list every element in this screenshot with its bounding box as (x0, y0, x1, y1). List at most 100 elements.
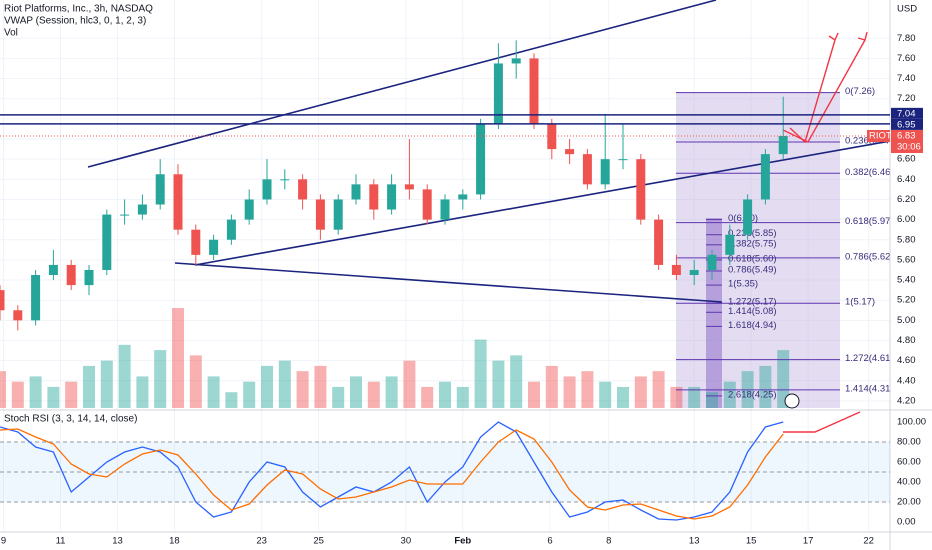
fib-zone (676, 92, 840, 408)
stoch-tick-label: 20.00 (897, 497, 921, 508)
fib-label: 1(5.17) (845, 297, 875, 308)
stoch-tick-label: 100.00 (897, 417, 926, 428)
volume-bar (207, 376, 220, 408)
volume-bar (189, 355, 202, 408)
last-price-label: 6.83 (897, 131, 916, 142)
candle-body (582, 154, 592, 185)
y-tick-label: 5.40 (897, 275, 916, 286)
candle-body (778, 135, 788, 155)
volume-bar (492, 360, 505, 408)
volume-bar (563, 376, 576, 408)
stoch-tick-label: 80.00 (897, 437, 921, 448)
price-tag-label: 6.95 (897, 119, 916, 130)
x-tick-label: 6 (547, 536, 552, 547)
fib-label: 0.618(5.60) (728, 253, 777, 264)
candle-body (280, 179, 290, 181)
fib-label: 0.382(6.46) (845, 167, 894, 178)
candle-body (476, 123, 486, 195)
y-tick-label: 6.40 (897, 174, 916, 185)
volume-bar (65, 381, 78, 408)
fib-label: 1.414(4.31) (845, 383, 894, 394)
fib-label: 1.272(4.61) (845, 353, 894, 364)
candle-body (565, 149, 575, 155)
volume-bar (599, 381, 612, 408)
y-tick-label: 4.40 (897, 375, 916, 386)
price-tag-label: 7.04 (897, 108, 916, 119)
volume-bar (29, 376, 42, 408)
volume-bar (474, 339, 487, 408)
fib-label: 1.414(5.08) (728, 306, 777, 317)
x-tick-label: 8 (606, 536, 611, 547)
y-tick-label: 4.60 (897, 355, 916, 366)
candle-body (48, 264, 58, 276)
x-tick-label: 22 (863, 536, 874, 547)
volume-bar (100, 360, 113, 408)
volume-bar (777, 350, 790, 408)
fib-label: 1(5.35) (728, 279, 758, 290)
volume-bar (261, 365, 273, 408)
candle-body (600, 159, 610, 185)
x-tick-label: 17 (803, 536, 814, 547)
trend-line (194, 140, 891, 266)
y-tick-label: 7.00 (897, 113, 916, 124)
volume-bar (617, 386, 629, 408)
stoch-line (0, 428, 784, 520)
candle-body (636, 159, 646, 220)
volume-bar (243, 381, 256, 408)
x-tick-label: 11 (56, 536, 66, 547)
countdown: 30:06 (897, 142, 921, 153)
candle-body (351, 184, 361, 200)
candle-body (137, 204, 147, 215)
candle-body (547, 123, 557, 150)
candle-body (102, 214, 112, 270)
volume-bar (670, 386, 683, 408)
fib-label: 0.786(5.62) (845, 251, 894, 262)
fib-label: 0(7.26) (845, 86, 875, 97)
volume-bar (510, 355, 523, 408)
drawings (87, 0, 891, 433)
candle-body (13, 310, 23, 321)
x-tick-label: Feb (454, 536, 471, 547)
candle-body (671, 264, 681, 276)
volume-bar (723, 381, 736, 408)
volume-bar (634, 376, 647, 408)
volume-bar (652, 371, 665, 408)
candle-body (422, 189, 432, 220)
candle-body (458, 194, 468, 200)
candle-body (31, 275, 41, 321)
candle-body (618, 159, 628, 161)
fib-label: 0.236(5.85) (728, 228, 777, 239)
x-tick-label: 13 (112, 536, 123, 547)
fib-ext-zone (706, 218, 722, 408)
y-tick-label: 6.00 (897, 214, 916, 225)
projection-arrow (789, 39, 836, 144)
trend-line (87, 0, 717, 168)
y-tick-label: 6.20 (897, 194, 916, 205)
volume-bar (332, 386, 345, 408)
x-tick-label: 23 (256, 536, 267, 547)
arrow-head (857, 31, 868, 41)
candle-body (66, 264, 76, 286)
y-tick-label: 5.60 (897, 254, 916, 265)
stoch-tick-label: 0.00 (897, 517, 916, 528)
candle-body (369, 184, 379, 210)
candle-body (511, 58, 521, 64)
indicator-label: VWAP (Session, hlc3, 0, 1, 2, 3) (4, 16, 146, 27)
stoch-tick-label: 40.00 (897, 477, 921, 488)
price-axis (890, 0, 932, 550)
volume-bar (11, 381, 24, 408)
y-tick-label: 7.80 (897, 33, 916, 44)
y-tick-label: 7.20 (897, 93, 916, 104)
candle-body (155, 174, 165, 205)
volume-bar (118, 344, 131, 408)
candle-body (760, 154, 770, 200)
candles (0, 40, 788, 331)
replay-icon[interactable] (784, 393, 800, 409)
volume-bar (759, 365, 772, 408)
fib-label: 0.786(5.49) (728, 264, 777, 275)
candle-body (226, 219, 236, 240)
trend-line (174, 262, 723, 303)
y-tick-label: 4.20 (897, 395, 916, 406)
volume-bar (581, 371, 594, 408)
